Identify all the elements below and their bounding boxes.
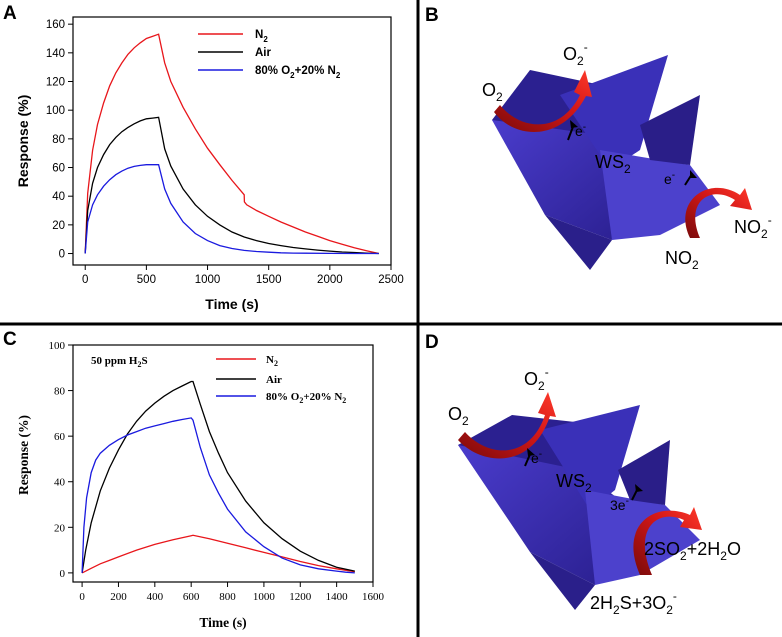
chart-a-ytick-label: 100 bbox=[46, 105, 65, 117]
chart-a-ylabel: Response (%) bbox=[15, 95, 31, 188]
label-e2-b: e- bbox=[664, 170, 675, 187]
chart-a-xtick-label: 1000 bbox=[195, 274, 221, 286]
chart-c-xtick-label: 400 bbox=[147, 591, 164, 603]
chart-c-series-1 bbox=[81, 380, 355, 574]
label-products-d: 2SO2+2H2O bbox=[644, 539, 741, 563]
chart-c-legend-air: Air bbox=[266, 374, 282, 386]
chart-c-xtick-label: 600 bbox=[183, 591, 200, 603]
ws2-flake-d bbox=[458, 405, 700, 610]
label-reactants-d: 2H2S+3O2- bbox=[590, 589, 677, 617]
chart-c-xtick-label: 1000 bbox=[253, 591, 276, 603]
chart-c-series-0 bbox=[81, 534, 355, 574]
chart-a-ytick-label: 20 bbox=[52, 220, 65, 232]
label-e-b: e- bbox=[575, 122, 586, 139]
chart-c-ytick-label: 0 bbox=[60, 568, 66, 580]
chart-c-ytick-label: 20 bbox=[54, 522, 66, 534]
chart-c-ylabel: Response (%) bbox=[16, 415, 31, 495]
scheme-b: O2 O2- e- WS2 e- NO2 NO2- bbox=[482, 40, 772, 272]
chart-a-ytick-label: 120 bbox=[46, 77, 65, 89]
chart-a-xtick-label: 0 bbox=[82, 274, 88, 286]
label-ws2-d: WS2 bbox=[556, 471, 592, 495]
chart-a: 0 500 1000 1500 2000 2500 0 20 40 60 80 100 120 140 16… bbox=[15, 16, 404, 312]
chart-c-xtick-label: 1400 bbox=[326, 591, 349, 603]
panel-label-d: D bbox=[425, 332, 439, 353]
chart-a-ytick-label: 80 bbox=[52, 134, 65, 146]
chart-a-ytick-label: 40 bbox=[52, 191, 65, 203]
chart-a-ytick-label: 160 bbox=[46, 19, 65, 31]
chart-a-legend-n2: N2 bbox=[255, 29, 268, 44]
chart-a-ytick-label: 0 bbox=[59, 249, 65, 261]
chart-c-ytick-label: 100 bbox=[49, 340, 66, 352]
chart-c-series-group bbox=[81, 380, 355, 574]
arrow-o2-d bbox=[458, 392, 556, 459]
arrow-no2-b bbox=[685, 187, 752, 238]
label-e-d: e- bbox=[531, 449, 542, 466]
chart-c-legend: N2 Air 80% O2+20% N2 bbox=[216, 354, 346, 405]
chart-a-xlabel: Time (s) bbox=[205, 296, 258, 312]
chart-c-ytick-label: 80 bbox=[54, 386, 66, 398]
chart-a-legend-mix: 80% O2+20% N2 bbox=[255, 65, 341, 80]
chart-a-xtick-label: 2500 bbox=[378, 274, 404, 286]
label-o2minus-d: O2- bbox=[524, 365, 549, 393]
panel-label-c: C bbox=[3, 329, 17, 350]
panel-label-b: B bbox=[425, 5, 439, 26]
label-e3-d: 3e- bbox=[610, 496, 629, 513]
chart-a-ticks: 0 500 1000 1500 2000 2500 0 20 40 60 80 100 120 140 16… bbox=[46, 19, 404, 286]
chart-a-series-0 bbox=[84, 33, 379, 255]
arrow-o2-b bbox=[494, 70, 592, 133]
arrow-h2s-d bbox=[633, 507, 702, 575]
chart-a-series-1 bbox=[84, 116, 379, 255]
chart-a-xtick-label: 1500 bbox=[256, 274, 282, 286]
chart-c-xtick-label: 1200 bbox=[289, 591, 312, 603]
chart-c: 0 200 400 600 800 1000 1200 1400 1600 0 20 40 60 80 10… bbox=[16, 340, 385, 630]
label-o2minus-b: O2- bbox=[563, 40, 588, 68]
chart-a-series-2 bbox=[84, 164, 379, 255]
chart-c-ticks: 0 200 400 600 800 1000 1200 1400 1600 0 20 40 60 80 10… bbox=[49, 340, 385, 603]
label-o2-d: O2 bbox=[448, 404, 469, 428]
chart-c-xtick-label: 0 bbox=[79, 591, 85, 603]
chart-c-xlabel: Time (s) bbox=[199, 615, 246, 630]
chart-c-series-2 bbox=[81, 417, 355, 574]
label-ws2-b: WS2 bbox=[595, 152, 631, 176]
chart-c-ytick-label: 60 bbox=[54, 431, 66, 443]
chart-a-xtick-label: 500 bbox=[137, 274, 156, 286]
chart-c-frame bbox=[72, 344, 374, 583]
chart-c-xtick-label: 1600 bbox=[362, 591, 385, 603]
chart-a-frame bbox=[72, 16, 392, 266]
chart-a-ytick-label: 140 bbox=[46, 48, 65, 60]
chart-a-series-group bbox=[84, 33, 379, 255]
panel-label-a: A bbox=[3, 3, 17, 24]
label-o2-b: O2 bbox=[482, 80, 503, 104]
chart-a-ytick-label: 60 bbox=[52, 163, 65, 175]
label-no2minus-b: NO2- bbox=[734, 213, 772, 241]
chart-c-legend-mix: 80% O2+20% N2 bbox=[266, 391, 346, 405]
chart-c-xtick-label: 800 bbox=[219, 591, 236, 603]
label-no2-b: NO2 bbox=[665, 248, 699, 272]
chart-a-xtick-label: 2000 bbox=[317, 274, 343, 286]
scheme-d: O2 O2- e- WS2 3e- 2SO2+2H2O 2H2S+3O2- bbox=[448, 365, 741, 617]
chart-a-legend: N2 Air 80% O2+20% N2 bbox=[198, 29, 341, 80]
chart-c-legend-n2: N2 bbox=[266, 354, 278, 368]
chart-c-annotation: 50 ppm H2S bbox=[91, 355, 148, 369]
chart-a-legend-air: Air bbox=[255, 47, 272, 59]
chart-c-xtick-label: 200 bbox=[110, 591, 127, 603]
chart-c-ytick-label: 40 bbox=[54, 477, 66, 489]
